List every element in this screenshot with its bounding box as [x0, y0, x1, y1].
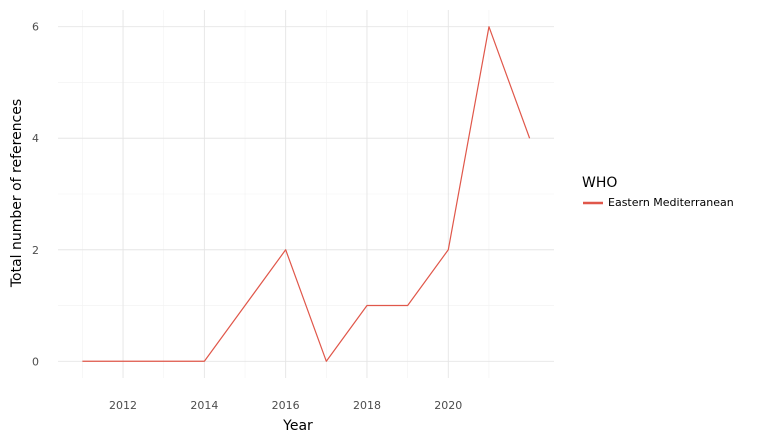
x-tick-label: 2016 — [272, 399, 300, 412]
minor-gridlines — [58, 10, 554, 378]
series-line-eastern-mediterranean — [82, 26, 531, 362]
legend-title: WHO — [582, 175, 617, 191]
x-tick-label: 2020 — [434, 399, 462, 412]
legend: WHO Eastern Mediterranean — [582, 175, 734, 209]
major-gridlines — [58, 10, 554, 378]
y-axis-title: Total number of references — [9, 99, 25, 288]
y-tick-label: 2 — [32, 244, 39, 257]
x-tick-label: 2018 — [353, 399, 381, 412]
x-tick-label: 2012 — [109, 399, 137, 412]
y-tick-label: 4 — [32, 132, 39, 145]
x-axis-title: Year — [282, 418, 313, 434]
x-tick-label: 2014 — [190, 399, 218, 412]
legend-label-eastern-mediterranean: Eastern Mediterranean — [608, 196, 734, 209]
y-tick-label: 6 — [32, 21, 39, 34]
y-tick-label: 0 — [32, 355, 39, 368]
y-axis-ticks: 0 2 4 6 — [32, 21, 39, 369]
series-layer — [82, 26, 531, 362]
x-axis-ticks: 2012 2014 2016 2018 2020 — [109, 399, 462, 412]
